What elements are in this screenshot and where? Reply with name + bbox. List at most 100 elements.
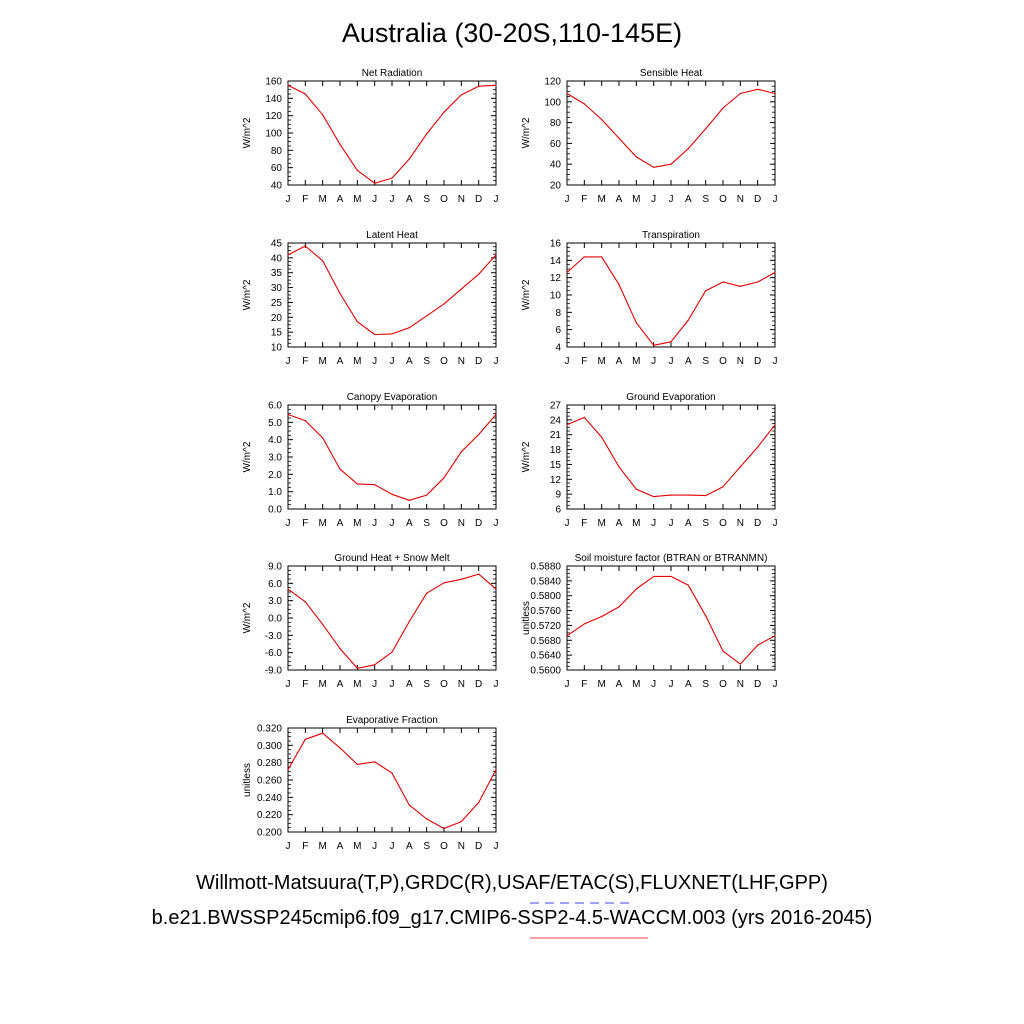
y-axis-label: unitless [521, 601, 532, 635]
x-tick-label: F [581, 679, 587, 690]
x-tick-label: A [337, 679, 344, 690]
y-tick-label: 80 [271, 146, 283, 157]
x-tick-label: D [475, 841, 482, 852]
x-tick-label: J [286, 679, 291, 690]
x-tick-label: A [406, 356, 413, 367]
chart-panel-9: J F M A M J J A S O N D J0.2000.2200.2400.2600.2800.… [242, 715, 499, 852]
x-tick-label: J [286, 841, 291, 852]
y-tick-label: 6 [555, 505, 561, 516]
x-tick-label: M [353, 518, 361, 529]
data-point [287, 413, 289, 416]
x-tick-label: M [597, 356, 605, 367]
x-tick-label: S [423, 194, 430, 205]
data-point [426, 818, 428, 820]
data-point [304, 245, 306, 247]
x-tick-label: D [754, 679, 761, 690]
y-tick-label: 30 [271, 283, 283, 294]
y-tick-label: 0.5720 [530, 621, 561, 632]
x-tick-label: D [475, 194, 482, 205]
y-tick-label: 0.220 [257, 810, 282, 821]
x-tick-label: M [318, 356, 326, 367]
data-point [408, 499, 410, 501]
y-tick-label: 0.300 [257, 741, 282, 752]
y-tick-label: 0.5680 [530, 636, 561, 647]
data-point [635, 588, 637, 590]
x-tick-label: J [372, 518, 377, 529]
plot-frame [566, 404, 776, 510]
x-tick-label: J [669, 679, 674, 690]
x-tick-label: S [702, 356, 709, 367]
y-tick-label: -9.0 [265, 666, 283, 677]
x-tick-label: N [737, 194, 744, 205]
y-tick-label: 0.0 [268, 614, 282, 625]
plot-frame [287, 404, 497, 510]
data-point [304, 420, 306, 422]
plot-frame [287, 80, 497, 186]
x-tick-label: S [423, 841, 430, 852]
x-tick-label: M [597, 518, 605, 529]
x-tick-label: J [651, 194, 656, 205]
x-tick-label: A [337, 518, 344, 529]
x-tick-label: J [372, 841, 377, 852]
x-tick-label: D [754, 194, 761, 205]
data-point [356, 667, 358, 669]
data-point [687, 584, 689, 586]
x-tick-label: A [406, 679, 413, 690]
data-point [601, 256, 603, 258]
x-tick-label: J [651, 356, 656, 367]
data-point [670, 163, 672, 165]
data-point [566, 635, 568, 637]
data-point [635, 322, 637, 324]
x-tick-label: M [318, 679, 326, 690]
series-line [287, 245, 497, 336]
y-axis-label: unitless [242, 763, 253, 797]
y-axis-label: W/m^2 [242, 602, 253, 633]
x-tick-label: J [565, 679, 570, 690]
x-tick-label: D [475, 518, 482, 529]
y-axis-label: W/m^2 [242, 279, 253, 310]
x-tick-label: M [597, 194, 605, 205]
x-tick-label: O [440, 518, 448, 529]
data-point [583, 416, 585, 418]
y-tick-label: 5.0 [268, 418, 282, 429]
y-axis-label: W/m^2 [242, 441, 253, 472]
x-tick-label: J [390, 356, 395, 367]
data-point [443, 827, 445, 830]
data-point [478, 573, 480, 575]
panel-title: Evaporative Fraction [346, 715, 438, 726]
data-point [739, 663, 741, 665]
y-tick-label: 4.0 [268, 435, 282, 446]
y-tick-label: 9 [555, 490, 561, 501]
series-line [566, 88, 776, 168]
x-tick-label: O [440, 841, 448, 852]
data-point [426, 133, 428, 135]
data-point [478, 273, 480, 275]
x-tick-label: A [337, 841, 344, 852]
data-point [460, 94, 462, 96]
x-tick-label: M [632, 679, 640, 690]
data-point [705, 615, 707, 617]
x-tick-label: A [616, 679, 623, 690]
y-tick-label: 100 [265, 129, 282, 140]
data-point [304, 738, 306, 740]
chart-panel-4: J F M A M J J A S O N D J46810121416W/m^2Transpirati… [521, 230, 778, 367]
data-point [426, 592, 428, 594]
x-tick-label: J [565, 356, 570, 367]
y-tick-label: 20 [271, 313, 283, 324]
y-tick-label: 1.0 [268, 487, 282, 498]
x-tick-label: J [651, 518, 656, 529]
series-line [566, 256, 776, 346]
data-point [339, 747, 341, 749]
footer-observations-line: Willmott-Matsuura(T,P),GRDC(R),USAF/ETAC… [196, 872, 828, 894]
data-point [322, 732, 324, 734]
data-point [391, 651, 393, 653]
x-tick-label: A [616, 356, 623, 367]
x-tick-label: J [669, 194, 674, 205]
data-point [478, 433, 480, 436]
y-tick-label: 3.0 [268, 453, 282, 464]
x-tick-label: N [458, 679, 465, 690]
panel-title: Net Radiation [362, 68, 423, 79]
x-tick-label: J [494, 518, 499, 529]
x-tick-label: N [737, 356, 744, 367]
data-point [653, 344, 655, 346]
